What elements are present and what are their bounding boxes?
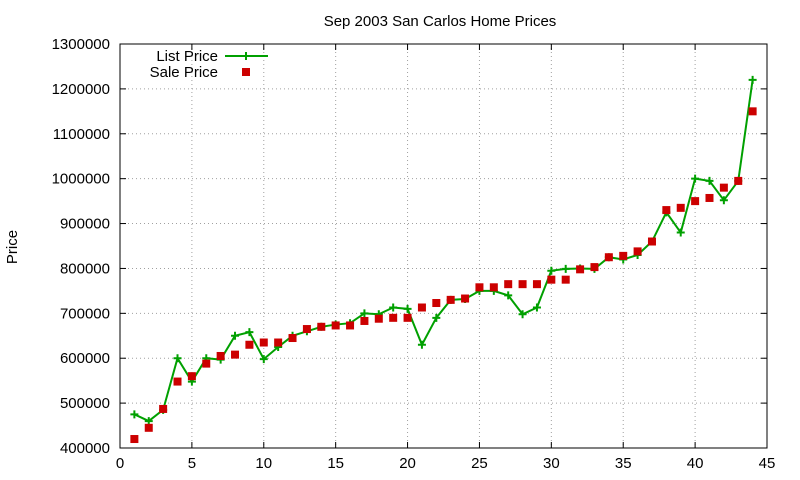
sale-price-point	[245, 340, 254, 349]
sale-price-point	[619, 251, 628, 260]
list-price-point	[705, 176, 714, 185]
sale-price-point	[216, 351, 225, 360]
list-price-line	[133, 79, 754, 423]
sale-price-point	[518, 280, 527, 289]
sale-price-point	[144, 423, 153, 432]
y-tick-label: 1300000	[52, 36, 110, 53]
list-price-point	[360, 309, 369, 318]
list-price-point	[130, 410, 139, 419]
axes: 0 5 10 15 20 25 30 35 40 45 400000 500000 600000 7000…	[52, 36, 776, 472]
grid-lines	[120, 44, 767, 448]
x-tick-label: 0	[116, 455, 124, 472]
sale-price-point	[719, 183, 728, 192]
sale-price-point	[288, 334, 297, 343]
y-tick-label: 500000	[60, 395, 110, 412]
sale-price-point	[374, 314, 383, 323]
sale-price-point	[417, 303, 426, 312]
list-price-point	[403, 304, 412, 313]
list-price-point	[231, 331, 240, 340]
list-price-point	[547, 266, 556, 275]
sale-price-point	[705, 193, 714, 202]
sale-price-point	[432, 299, 441, 308]
sale-price-point	[130, 435, 139, 444]
sale-price-point	[647, 237, 656, 246]
sale-price-point	[360, 316, 369, 325]
list-price-point	[389, 303, 398, 312]
x-tick-label: 5	[188, 455, 196, 472]
sale-price-point	[561, 275, 570, 284]
sale-price-point	[489, 283, 498, 292]
sale-price-point	[403, 313, 412, 322]
list-price-point	[518, 310, 527, 319]
x-tick-label: 25	[471, 455, 488, 472]
list-price-point	[748, 75, 757, 84]
list-price-point	[432, 313, 441, 322]
list-price-point	[417, 340, 426, 349]
y-tick-label: 600000	[60, 350, 110, 367]
sale-price-point	[734, 176, 743, 185]
x-tick-label: 35	[615, 455, 632, 472]
sale-price-point	[676, 203, 685, 212]
list-price-point	[532, 303, 541, 312]
y-tick-label: 1200000	[52, 81, 110, 98]
list-price-point	[245, 328, 254, 337]
list-price-point	[691, 174, 700, 183]
sale-price-point	[748, 107, 757, 116]
sale-price-point	[532, 280, 541, 289]
y-axis-label: Price	[4, 230, 21, 264]
x-tick-label: 40	[687, 455, 704, 472]
legend-marker-list-price	[242, 52, 250, 60]
sale-price-point	[590, 263, 599, 272]
sale-price-point	[633, 247, 642, 256]
list-price-point	[561, 264, 570, 273]
sale-price-point	[159, 404, 168, 413]
sale-price-point	[604, 253, 613, 262]
plot-series	[130, 75, 757, 444]
legend-label-sale-price: Sale Price	[150, 64, 218, 81]
legend-label-list-price: List Price	[156, 48, 218, 65]
y-tick-label: 700000	[60, 305, 110, 322]
sale-price-point	[346, 321, 355, 330]
legend-marker-sale-price	[242, 68, 250, 76]
list-price-point	[144, 417, 153, 426]
y-tick-label: 1100000	[53, 126, 110, 143]
plot-border	[119, 43, 768, 449]
list-price-point	[504, 291, 513, 300]
sale-price-point	[274, 338, 283, 347]
sale-price-point	[389, 313, 398, 322]
x-tick-label: 10	[255, 455, 272, 472]
sale-price-point	[576, 265, 585, 274]
y-tick-label: 400000	[60, 440, 110, 457]
sale-price-point	[662, 206, 671, 215]
sale-price-point	[461, 294, 470, 303]
x-tick-label: 15	[327, 455, 344, 472]
sale-price-point	[317, 322, 326, 331]
sale-price-point	[187, 372, 196, 381]
sale-price-point	[231, 350, 240, 359]
x-tick-label: 45	[759, 455, 776, 472]
sale-price-point	[446, 295, 455, 304]
sale-price-point	[259, 338, 268, 347]
sale-price-point	[504, 280, 513, 289]
list-price-point	[719, 196, 728, 205]
sale-price-point	[475, 283, 484, 292]
list-price-point	[676, 228, 685, 237]
list-price-point	[259, 355, 268, 364]
sale-price-point	[691, 197, 700, 206]
sale-price-point	[547, 275, 556, 284]
list-price-point	[173, 354, 182, 363]
y-tick-label: 900000	[60, 216, 110, 233]
sale-price-point	[331, 321, 340, 330]
sale-price-point	[202, 359, 211, 368]
x-tick-label: 30	[543, 455, 560, 472]
sale-price-point	[302, 325, 311, 334]
sale-price-point	[173, 377, 182, 386]
chart-title: Sep 2003 San Carlos Home Prices	[324, 13, 557, 30]
x-tick-label: 20	[399, 455, 416, 472]
y-tick-label: 1000000	[52, 171, 110, 188]
y-tick-label: 800000	[60, 260, 110, 277]
